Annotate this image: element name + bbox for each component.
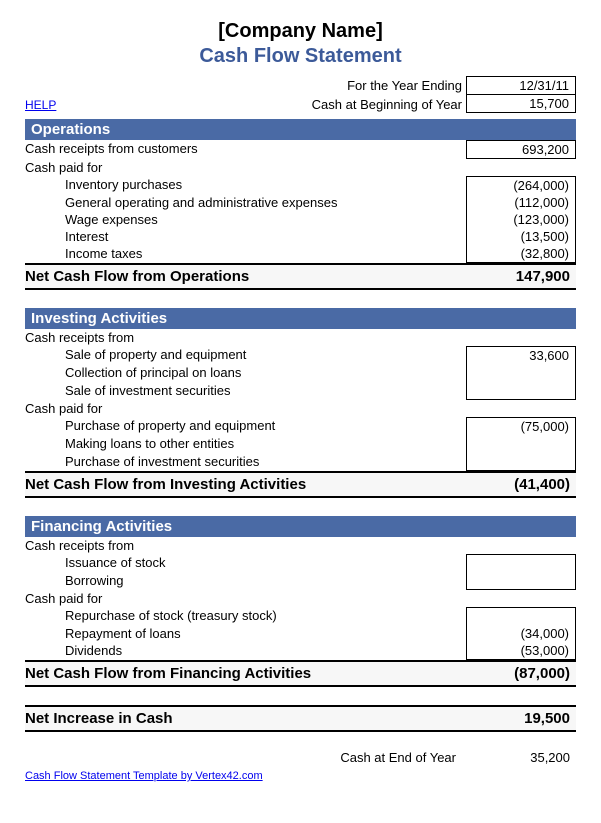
financing-net-value: (87,000) (466, 665, 576, 682)
section-operations-header: Operations (25, 119, 576, 140)
financing-paid-label: Cash paid for (25, 590, 576, 607)
line-item-label: Purchase of property and equipment (25, 417, 466, 435)
financing-receipts-label: Cash receipts from (25, 537, 576, 554)
table-row: Purchase of investment securities (25, 453, 576, 471)
section-investing-header: Investing Activities (25, 308, 576, 329)
line-item-label: Repurchase of stock (treasury stock) (25, 607, 466, 625)
beginning-cash-label: Cash at Beginning of Year (95, 97, 466, 112)
line-item-value: (112,000) (466, 194, 576, 211)
table-row: Sale of property and equipment 33,600 (25, 346, 576, 364)
meta-block: For the Year Ending 12/31/11 HELP Cash a… (25, 76, 576, 113)
help-link[interactable]: HELP (25, 98, 56, 112)
investing-paid-label: Cash paid for (25, 400, 576, 417)
end-cash-label: Cash at End of Year (25, 750, 466, 765)
operations-net-row: Net Cash Flow from Operations 147,900 (25, 263, 576, 290)
net-increase-value: 19,500 (466, 710, 576, 727)
table-row: General operating and administrative exp… (25, 194, 576, 211)
line-item-label: Interest (25, 228, 466, 245)
line-item-label: Inventory purchases (25, 176, 466, 194)
table-row: Purchase of property and equipment (75,0… (25, 417, 576, 435)
end-cash-row: Cash at End of Year 35,200 (25, 748, 576, 767)
company-name: [Company Name] (25, 20, 576, 43)
line-item-label: Sale of investment securities (25, 382, 466, 400)
line-item-label: Issuance of stock (25, 554, 466, 572)
line-item-label: Sale of property and equipment (25, 346, 466, 364)
line-item-label: Making loans to other entities (25, 435, 466, 453)
line-item-value (466, 453, 576, 471)
line-item-label: Purchase of investment securities (25, 453, 466, 471)
line-item-value (466, 607, 576, 625)
financing-net-label: Net Cash Flow from Financing Activities (25, 665, 466, 682)
beginning-cash-value: 15,700 (466, 95, 576, 113)
line-item-label: Income taxes (25, 245, 466, 263)
line-item-value: (34,000) (466, 625, 576, 642)
operations-receipts-value: 693,200 (466, 140, 576, 159)
line-item-label: Dividends (25, 642, 466, 660)
table-row: Issuance of stock (25, 554, 576, 572)
table-row: Repurchase of stock (treasury stock) (25, 607, 576, 625)
section-financing-header: Financing Activities (25, 516, 576, 537)
header: [Company Name] Cash Flow Statement (25, 20, 576, 68)
table-row: Repayment of loans (34,000) (25, 625, 576, 642)
investing-net-value: (41,400) (466, 476, 576, 493)
statement-title: Cash Flow Statement (25, 45, 576, 68)
line-item-value (466, 364, 576, 382)
meta-row-year-ending: For the Year Ending 12/31/11 (25, 76, 576, 95)
table-row: Interest (13,500) (25, 228, 576, 245)
operations-net-label: Net Cash Flow from Operations (25, 268, 466, 285)
operations-net-value: 147,900 (466, 268, 576, 285)
line-item-value (466, 554, 576, 572)
line-item-value (466, 382, 576, 400)
line-item-value: (53,000) (466, 642, 576, 660)
line-item-value: (123,000) (466, 211, 576, 228)
financing-net-row: Net Cash Flow from Financing Activities … (25, 660, 576, 687)
net-increase-label: Net Increase in Cash (25, 710, 466, 727)
table-row: Wage expenses (123,000) (25, 211, 576, 228)
meta-row-beginning-cash: HELP Cash at Beginning of Year 15,700 (25, 95, 576, 113)
line-item-value: 33,600 (466, 346, 576, 364)
operations-paid-label: Cash paid for (25, 159, 576, 176)
table-row: Borrowing (25, 572, 576, 590)
line-item-value: (32,800) (466, 245, 576, 263)
line-item-label: Wage expenses (25, 211, 466, 228)
line-item-value: (264,000) (466, 176, 576, 194)
line-item-label: Collection of principal on loans (25, 364, 466, 382)
line-item-value (466, 435, 576, 453)
operations-receipts-label: Cash receipts from customers (25, 140, 466, 159)
operations-receipts-row: Cash receipts from customers 693,200 (25, 140, 576, 159)
table-row: Dividends (53,000) (25, 642, 576, 660)
investing-receipts-label: Cash receipts from (25, 329, 576, 346)
year-ending-label: For the Year Ending (95, 78, 466, 93)
investing-net-label: Net Cash Flow from Investing Activities (25, 476, 466, 493)
table-row: Income taxes (32,800) (25, 245, 576, 263)
end-cash-value: 35,200 (466, 750, 576, 765)
line-item-value: (75,000) (466, 417, 576, 435)
investing-net-row: Net Cash Flow from Investing Activities … (25, 471, 576, 498)
line-item-label: Borrowing (25, 572, 466, 590)
line-item-value (466, 572, 576, 590)
line-item-value: (13,500) (466, 228, 576, 245)
net-increase-row: Net Increase in Cash 19,500 (25, 705, 576, 732)
table-row: Sale of investment securities (25, 382, 576, 400)
year-ending-value: 12/31/11 (466, 76, 576, 95)
table-row: Inventory purchases (264,000) (25, 176, 576, 194)
line-item-label: Repayment of loans (25, 625, 466, 642)
table-row: Collection of principal on loans (25, 364, 576, 382)
line-item-label: General operating and administrative exp… (25, 194, 466, 211)
table-row: Making loans to other entities (25, 435, 576, 453)
footer-template-link[interactable]: Cash Flow Statement Template by Vertex42… (25, 770, 263, 782)
